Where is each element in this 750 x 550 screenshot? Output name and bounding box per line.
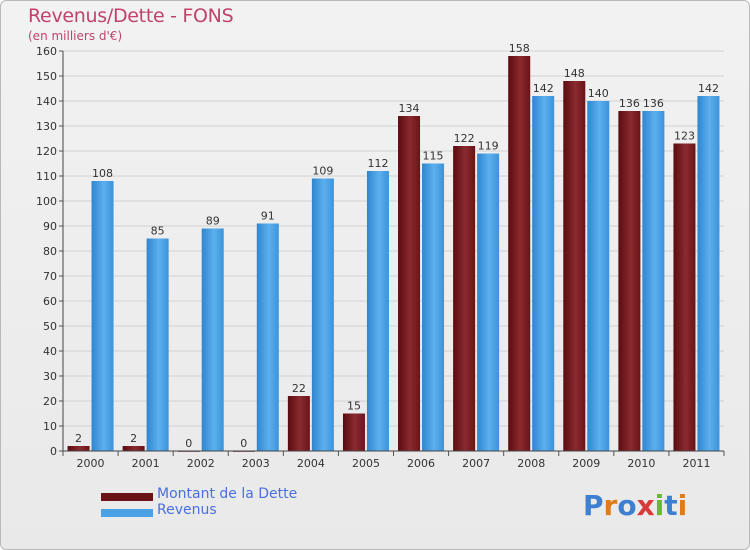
data-label-revenus: 140 [588,87,609,100]
bar-revenus-2010 [642,111,665,451]
data-label-revenus: 142 [533,82,554,95]
x-axis-ticks: 2000 2001 2002 2003 2004 2005 2006 2007 2008 2009… [62,451,725,470]
data-label-dette: 123 [674,130,695,143]
x-tick-label: 2005 [352,457,380,470]
x-tick-label: 2000 [77,457,105,470]
grid-lines [63,50,724,427]
x-tick-label: 2007 [462,457,490,470]
bar-revenus-2002 [201,228,224,451]
y-axis-ticks: 0 10 20 30 40 50 60 70 80 90 100 110 120 130 140 150 160 [36,45,63,458]
bar-dette-2006 [398,116,421,451]
data-label-revenus: 89 [206,215,220,228]
axes [62,51,724,452]
bar-dette-2001 [122,446,145,451]
bar-dette-2005 [342,413,365,451]
bar-revenus-2006 [422,163,445,451]
proxiti-logo: Proxiti [583,489,687,522]
chart-title: Revenus/Dette - FONS [28,5,234,27]
bar-revenus-2009 [587,101,610,451]
y-tick-label: 150 [36,70,57,83]
bar-revenus-2011 [697,96,720,451]
data-label-revenus: 109 [312,165,333,178]
data-label-revenus: 112 [367,157,388,170]
y-tick-label: 100 [36,195,57,208]
legend-label-revenus: Revenus [157,502,217,518]
data-label-dette: 122 [454,132,475,145]
y-tick-label: 40 [43,345,57,358]
logo-letter: o [617,489,637,522]
data-label-dette: 158 [509,42,530,55]
bar-revenus-2003 [256,223,279,451]
bar-revenus-2000 [91,181,114,451]
bar-dette-2011 [673,143,696,451]
data-label-dette: 15 [347,400,361,413]
bar-revenus-2004 [311,178,334,451]
x-tick-label: 2006 [407,457,435,470]
bar-dette-2009 [563,81,586,451]
y-tick-label: 30 [43,370,57,383]
y-tick-label: 140 [36,95,57,108]
logo-letter: x [636,489,655,522]
data-label-revenus: 142 [698,82,719,95]
data-label-revenus: 115 [423,150,444,163]
data-label-revenus: 91 [261,210,275,223]
y-tick-label: 0 [50,445,57,458]
logo-letter: i [677,489,688,522]
data-label-revenus: 136 [643,97,664,110]
logo-letter: i [654,489,665,522]
y-tick-label: 130 [36,120,57,133]
y-tick-label: 110 [36,170,57,183]
logo-letter: t [664,489,678,522]
logo-letter: r [603,489,618,522]
bar-dette-2008 [508,56,531,451]
data-label-dette: 0 [185,437,192,450]
y-tick-label: 20 [43,395,57,408]
y-tick-label: 60 [43,295,57,308]
bar-revenus-2008 [532,96,555,451]
x-tick-label: 2008 [517,457,545,470]
x-tick-label: 2001 [132,457,160,470]
bar-dette-2000 [67,446,90,451]
data-label-dette: 2 [75,432,82,445]
logo-letter: P [583,489,604,522]
data-label-dette: 136 [619,97,640,110]
x-tick-label: 2002 [187,457,215,470]
x-tick-label: 2004 [297,457,325,470]
y-tick-label: 70 [43,270,57,283]
x-tick-label: 2010 [627,457,655,470]
bar-revenus-2007 [477,153,500,451]
x-tick-label: 2011 [682,457,710,470]
data-label-dette: 2 [130,432,137,445]
y-tick-label: 50 [43,320,57,333]
data-label-revenus: 108 [92,167,113,180]
x-tick-label: 2009 [572,457,600,470]
bar-dette-2007 [453,146,476,451]
data-label-revenus: 119 [478,140,499,153]
y-tick-label: 90 [43,220,57,233]
data-label-dette: 134 [399,102,420,115]
bar-revenus-2005 [366,171,389,451]
chart-subtitle: (en milliers d'€) [28,29,123,43]
data-label-dette: 0 [240,437,247,450]
y-tick-label: 80 [43,245,57,258]
y-tick-label: 120 [36,145,57,158]
bar-dette-2004 [287,396,310,451]
legend-swatch-revenus [101,509,153,517]
bars [67,56,720,452]
legend-label-dette: Montant de la Dette [157,486,298,502]
data-label-dette: 22 [292,382,306,395]
legend-swatch-dette [101,493,153,501]
bar-dette-2010 [618,111,641,451]
data-label-revenus: 85 [151,225,165,238]
bar-revenus-2001 [146,238,169,451]
data-label-dette: 148 [564,67,585,80]
x-tick-label: 2003 [242,457,270,470]
y-tick-label: 160 [36,45,57,58]
y-tick-label: 10 [43,420,57,433]
